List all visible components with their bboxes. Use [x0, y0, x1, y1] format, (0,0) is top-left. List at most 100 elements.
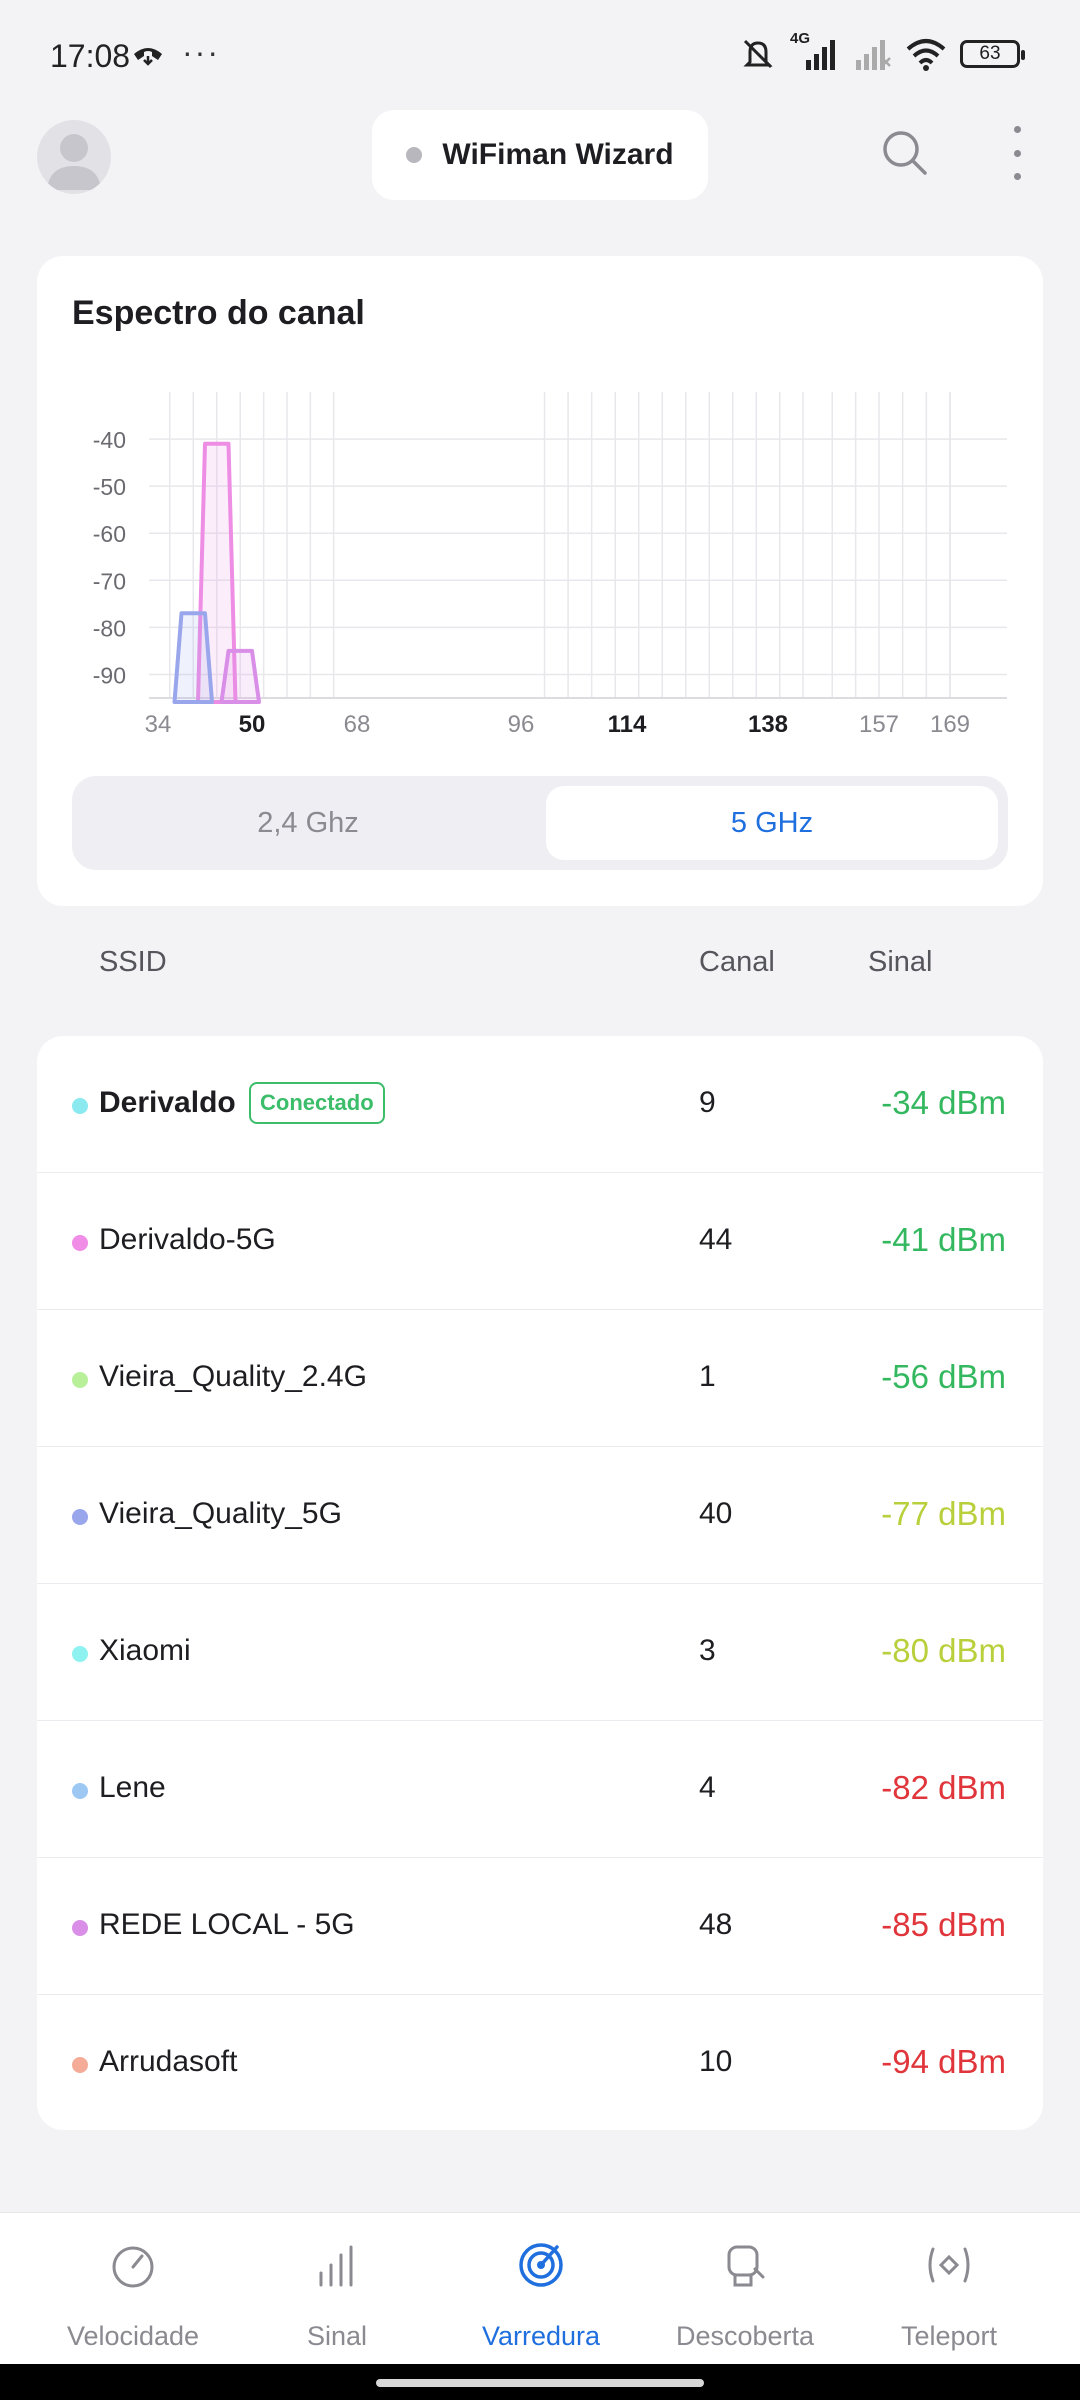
status-overflow: ··· — [182, 34, 220, 70]
network-color-dot — [72, 1098, 88, 1114]
spectrum-series-1 — [172, 611, 214, 704]
y-tick-label: -40 — [93, 427, 126, 453]
battery-icon: 63 — [960, 40, 1025, 68]
network-ssid: Derivaldo — [99, 1086, 236, 1119]
network-row[interactable]: Arrudasoft 10 -94 dBm — [37, 1995, 1043, 2132]
network-channel: 40 — [699, 1497, 733, 1530]
network-signal: -34 dBm — [881, 1084, 1006, 1121]
network-signal: -80 dBm — [881, 1632, 1006, 1669]
network-channel: 44 — [699, 1223, 733, 1256]
nav-label: Velocidade — [66, 2321, 200, 2351]
network-color-dot — [72, 1783, 88, 1799]
network-row[interactable]: Vieira_Quality_5G 40 -77 dBm — [37, 1447, 1043, 1584]
network-list: Derivaldo Conectado 9 -34 dBm Derivaldo-5G 44… — [37, 1036, 1043, 2130]
network-color-dot — [72, 1646, 88, 1662]
avatar-icon — [47, 134, 101, 190]
nav-label: Varredura — [481, 2321, 601, 2351]
radar-icon — [519, 2243, 563, 2287]
y-tick-label: -50 — [93, 474, 126, 500]
network-channel: 3 — [699, 1634, 716, 1667]
network-color-dot — [72, 1372, 88, 1388]
more-vert-icon[interactable] — [1000, 126, 1034, 180]
bottom-nav: Velocidade Sinal Varredura Descoberta — [0, 2212, 1080, 2364]
avatar[interactable] — [37, 120, 111, 194]
tab-2-4ghz[interactable]: 2,4 Ghz — [257, 806, 359, 839]
x-tick-label: 138 — [748, 711, 788, 738]
network-channel: 4 — [699, 1771, 716, 1804]
battery-level: 63 — [979, 43, 1001, 64]
nav-label: Descoberta — [675, 2321, 815, 2351]
nav-varredura[interactable]: Varredura — [441, 2213, 641, 2365]
signal-icon: 4G — [790, 30, 838, 72]
wizard-status-dot — [406, 147, 423, 163]
spectrum-card: Espectro do canal -40 -50 -60 -70 -80 -90 34 50… — [37, 256, 1043, 906]
x-tick-label: 169 — [930, 711, 970, 738]
network-row[interactable]: Derivaldo-5G 44 -41 dBm — [37, 1173, 1043, 1310]
x-tick-label: 68 — [344, 711, 371, 738]
speedometer-icon — [112, 2246, 154, 2288]
network-color-dot — [72, 1509, 88, 1525]
network-ssid: Xiaomi — [99, 1634, 191, 1667]
header-ssid: SSID — [99, 946, 167, 978]
network-signal: -77 dBm — [881, 1495, 1006, 1532]
network-ssid: Vieira_Quality_5G — [99, 1497, 342, 1530]
network-signal: -82 dBm — [881, 1769, 1006, 1806]
call-icon — [134, 48, 162, 66]
x-tick-label: 34 — [145, 711, 172, 738]
network-row[interactable]: REDE LOCAL - 5G 48 -85 dBm — [37, 1858, 1043, 1995]
status-time: 17:08 — [50, 38, 131, 74]
network-ssid: Vieira_Quality_2.4G — [99, 1360, 367, 1393]
network-channel: 1 — [699, 1360, 716, 1393]
system-nav-bar — [0, 2364, 1080, 2400]
wifi-icon — [906, 39, 946, 71]
status-bar: 17:08 ··· 4G — [0, 0, 1080, 110]
nav-descoberta[interactable]: Descoberta — [645, 2213, 845, 2365]
header-canal: Canal — [699, 946, 775, 978]
network-color-dot — [72, 1920, 88, 1936]
network-row[interactable]: Xiaomi 3 -80 dBm — [37, 1584, 1043, 1721]
header-sinal: Sinal — [868, 946, 933, 978]
x-tick-label: 157 — [859, 711, 899, 738]
band-selector: 2,4 Ghz 5 GHz — [72, 776, 1008, 870]
channel-spectrum-chart: -40 -50 -60 -70 -80 -90 34 50 68 96 114 138 157 169 — [93, 392, 1007, 738]
list-header: SSID Canal Sinal — [0, 940, 1080, 990]
nav-teleport[interactable]: Teleport — [849, 2213, 1049, 2365]
x-tick-label: 96 — [508, 711, 535, 738]
nav-label: Teleport — [900, 2321, 998, 2351]
nav-label: Sinal — [306, 2321, 368, 2351]
x-tick-label: 114 — [608, 711, 647, 738]
network-signal: -41 dBm — [881, 1221, 1006, 1258]
y-tick-label: -70 — [93, 568, 126, 594]
network-channel: 9 — [699, 1086, 716, 1119]
connected-badge: Conectado — [249, 1082, 385, 1124]
network-row[interactable]: Vieira_Quality_2.4G 1 -56 dBm — [37, 1310, 1043, 1447]
x-tick-label: 50 — [239, 711, 266, 738]
spectrum-title: Espectro do canal — [72, 294, 365, 332]
network-ssid: Arrudasoft — [99, 2045, 238, 2078]
network-signal: -56 dBm — [881, 1358, 1006, 1395]
y-tick-label: -80 — [93, 615, 126, 641]
network-row[interactable]: Lene 4 -82 dBm — [37, 1721, 1043, 1858]
network-signal: -85 dBm — [881, 1906, 1006, 1943]
nav-velocidade[interactable]: Velocidade — [33, 2213, 233, 2365]
network-type: 4G — [790, 30, 811, 47]
y-tick-label: -60 — [93, 521, 126, 547]
network-ssid: Derivaldo-5G — [99, 1223, 276, 1256]
home-handle[interactable] — [376, 2379, 704, 2387]
nav-sinal[interactable]: Sinal — [237, 2213, 437, 2365]
wizard-label: WiFiman Wizard — [442, 138, 674, 171]
network-color-dot — [72, 1235, 88, 1251]
network-row[interactable]: Derivaldo Conectado 9 -34 dBm — [37, 1036, 1043, 1173]
mute-icon — [743, 39, 773, 69]
discovery-icon — [727, 2245, 765, 2287]
wifiman-wizard-button[interactable]: WiFiman Wizard — [372, 110, 708, 200]
teleport-icon — [928, 2247, 970, 2283]
tab-5ghz[interactable]: 5 GHz — [546, 786, 998, 860]
y-tick-label: -90 — [93, 662, 126, 688]
spectrum-series-2 — [219, 648, 261, 704]
status-icons: 4G 63 — [740, 30, 1025, 72]
network-ssid: REDE LOCAL - 5G — [99, 1908, 355, 1941]
network-ssid: Lene — [99, 1771, 166, 1804]
signal-bars-icon — [319, 2245, 353, 2287]
search-icon[interactable] — [880, 128, 930, 178]
